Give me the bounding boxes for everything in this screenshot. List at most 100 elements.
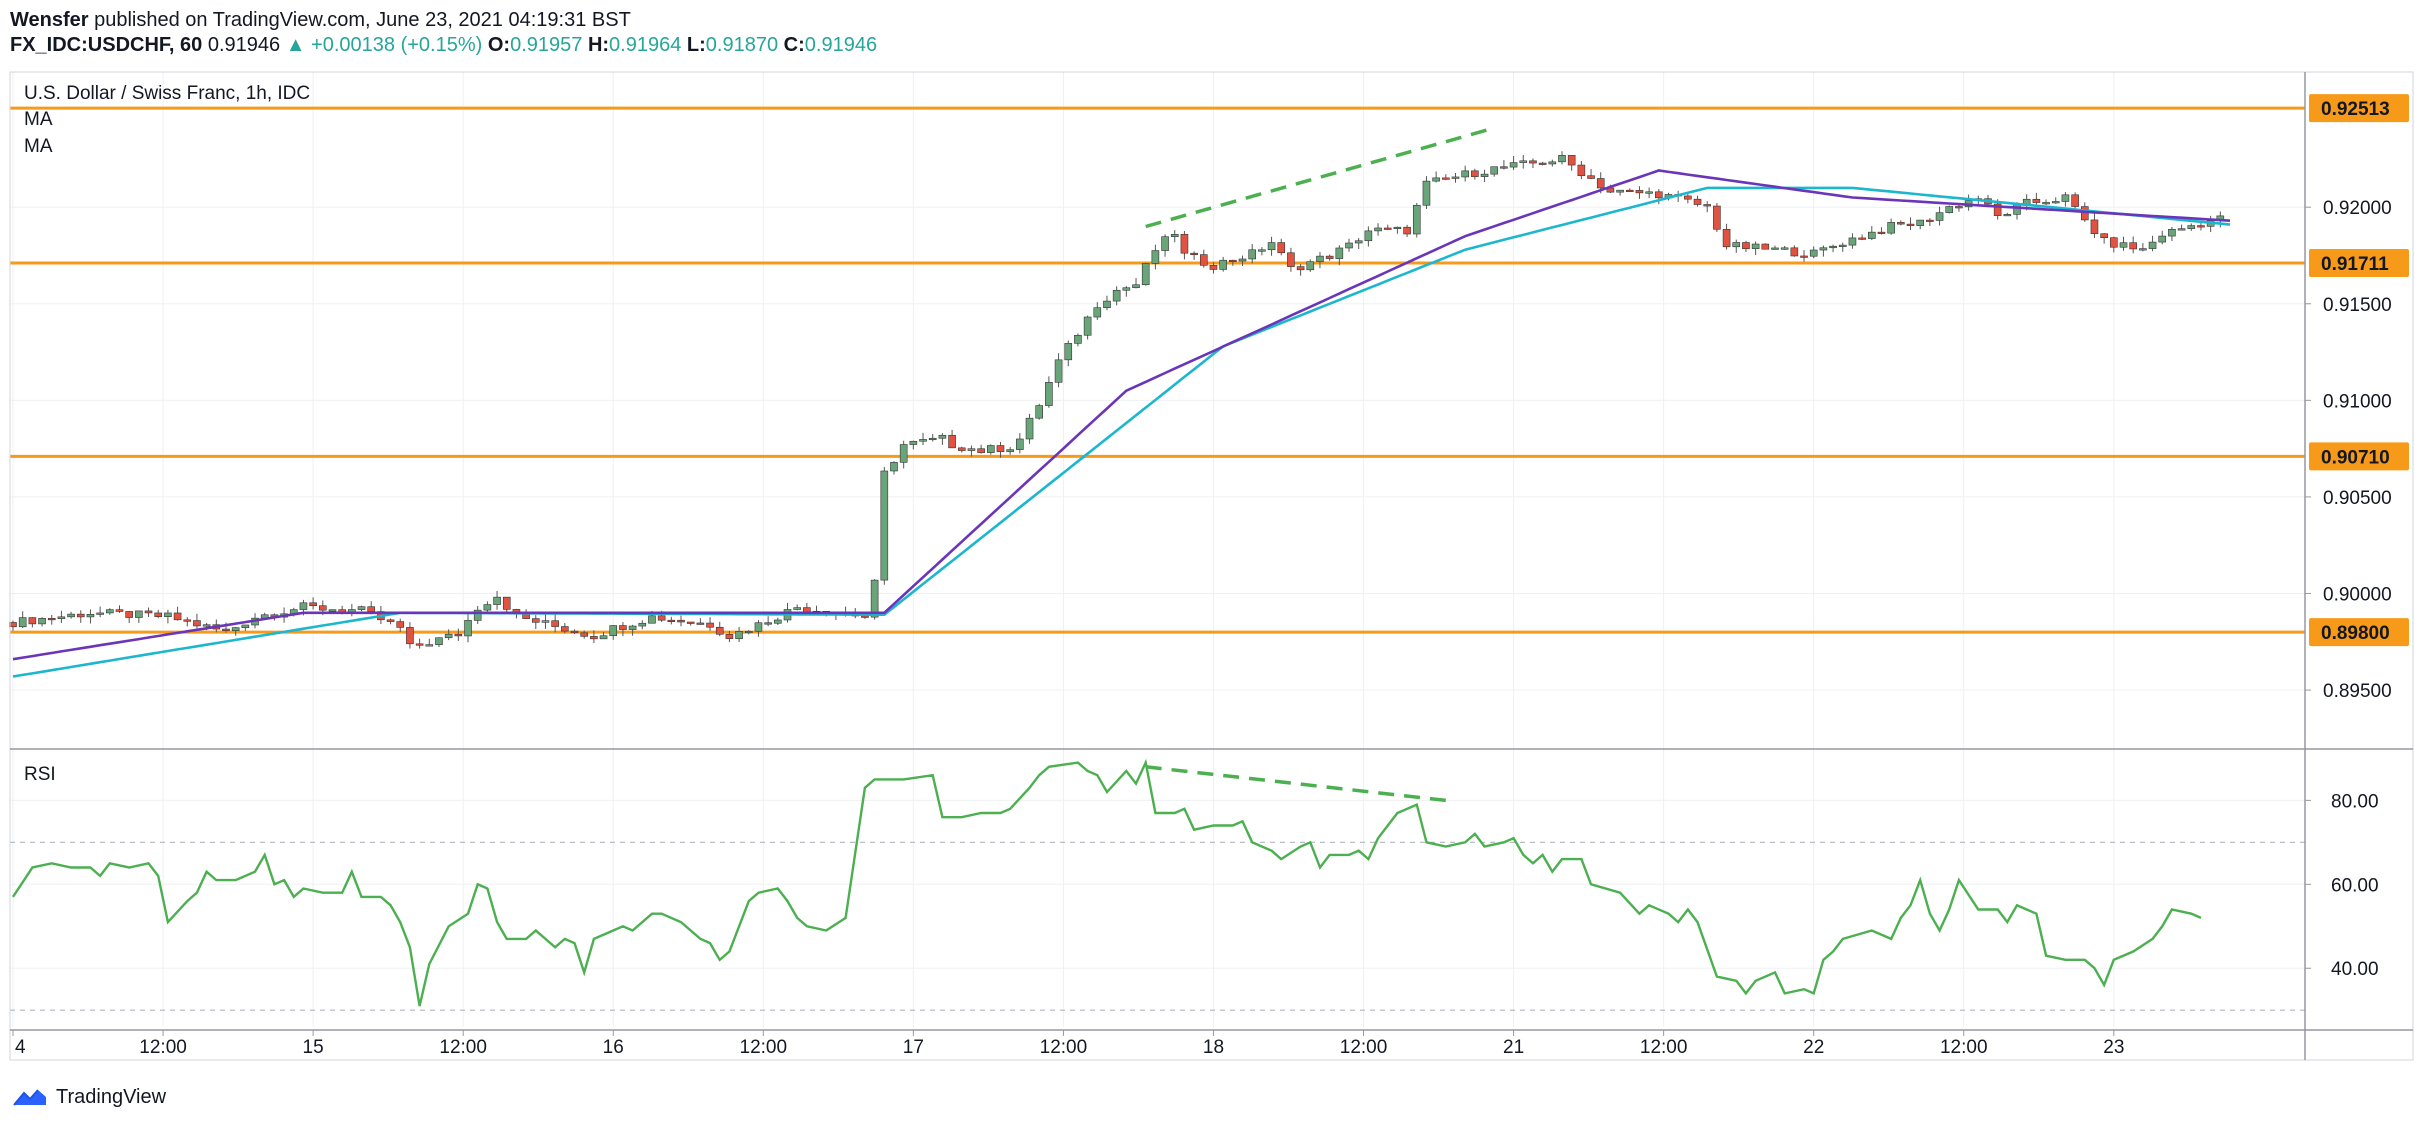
price-divergence-line[interactable] (1145, 126, 1495, 229)
candle-body (541, 620, 550, 623)
time-axis-label: 12:00 (1640, 1037, 1688, 1058)
horizontal-levels[interactable] (10, 106, 2305, 634)
candle-body (115, 609, 124, 612)
price-pane-title[interactable]: U.S. Dollar / Swiss Franc, 1h, IDC (24, 83, 311, 104)
rsi-divergence-line[interactable] (1145, 765, 1446, 803)
footer-brand[interactable]: TradingView (12, 1085, 166, 1109)
candle-body (957, 447, 966, 451)
candle-body (764, 622, 772, 625)
candle-body (1780, 247, 1789, 250)
candle-body (1993, 203, 2002, 216)
candle-body (1122, 287, 1131, 291)
candle-body (580, 632, 588, 637)
candle-body (435, 637, 443, 645)
time-axis-label: 12:00 (139, 1037, 187, 1058)
candle-body (551, 620, 559, 627)
candle-body (1809, 249, 1818, 257)
candle-body (2177, 228, 2186, 231)
candle-body (1538, 162, 1547, 165)
time-axis-label: 22 (1803, 1037, 1824, 1058)
candle-body (1354, 240, 1363, 244)
candle-body (144, 610, 153, 614)
low-label: L: (686, 34, 706, 56)
candle-body (677, 619, 685, 623)
candle-body (1916, 219, 1925, 226)
grid-lines (10, 72, 2305, 1027)
candle-body (919, 439, 927, 442)
candlestick-series (9, 151, 2225, 649)
candle-body (1412, 204, 1421, 235)
candle-body (1199, 254, 1208, 266)
tradingview-logo-icon (13, 1089, 46, 1106)
rsi-axis-label: 80.00 (2331, 791, 2379, 812)
candle-body (1383, 227, 1392, 230)
candle-body (1955, 206, 1963, 209)
candle-body (531, 618, 540, 623)
moving-averages (12, 126, 2231, 678)
ma-indicator-label-2[interactable]: MA (24, 136, 53, 157)
candle-body (1287, 252, 1295, 267)
candle-body (1054, 359, 1063, 383)
time-axis-label: 21 (1503, 1037, 1524, 1058)
footer-brand-name: TradingView (56, 1085, 167, 1108)
candle-body (967, 448, 976, 451)
candle-body (1151, 250, 1160, 264)
candle-body (899, 444, 908, 463)
change-arrow-icon: ▲ (285, 34, 306, 56)
candle-body (570, 630, 579, 634)
close-label: C: (783, 34, 805, 56)
candle-body (1258, 249, 1266, 252)
price-axis-label: 0.89500 (2323, 681, 2392, 702)
candle-body (1267, 242, 1276, 251)
candle-body (1374, 227, 1382, 232)
candle-body (609, 625, 618, 637)
author-name[interactable]: Wensfer (10, 9, 89, 31)
candle-body (890, 462, 898, 472)
candle-body (454, 633, 463, 637)
symbol-name[interactable]: FX_IDC:USDCHF, 60 (10, 34, 203, 56)
time-axis-label: 15 (303, 1037, 324, 1058)
candle-body (1074, 334, 1082, 344)
time-axis-label: 12:00 (740, 1037, 788, 1058)
symbol-info: FX_IDC:USDCHF, 60 0.91946 ▲ +0.00138 (+0… (10, 33, 877, 57)
candle-body (1732, 242, 1741, 248)
candle-body (1141, 263, 1150, 286)
candle-body (1519, 160, 1528, 163)
ma-indicator-label[interactable]: MA (24, 109, 53, 130)
candle-body (2061, 194, 2070, 202)
low-value: 0.91870 (705, 34, 779, 56)
candle-body (67, 613, 75, 618)
candle-body (1722, 228, 1731, 248)
candle-body (1248, 249, 1256, 260)
candle-body (1083, 316, 1092, 336)
price-axis-label: 0.90500 (2323, 488, 2392, 509)
candle-body (2042, 202, 2050, 205)
time-axis-label: 12:00 (1340, 1037, 1388, 1058)
candle-body (1713, 205, 1721, 230)
candle-body (1548, 161, 1557, 165)
candle-body (2158, 235, 2167, 243)
open-value: 0.91957 (510, 34, 583, 56)
price-axis-label: 0.91500 (2323, 295, 2392, 316)
candle-body (715, 626, 724, 635)
candle-body (2129, 242, 2137, 250)
candle-body (1509, 162, 1518, 168)
candle-body (2148, 241, 2157, 249)
rsi-pane-title[interactable]: RSI (24, 764, 56, 785)
time-axis-label: 23 (2103, 1037, 2124, 1058)
candle-body (1693, 198, 1702, 205)
candle-body (996, 445, 1005, 452)
candle-body (861, 615, 869, 618)
candle-body (125, 611, 133, 618)
candle-body (1945, 206, 1954, 213)
candle-body (803, 607, 811, 613)
level-price-tag (2309, 249, 2409, 278)
candle-body (135, 610, 143, 618)
candle-body (2139, 248, 2147, 251)
candle-body (599, 635, 608, 640)
candle-body (1897, 222, 1905, 225)
candle-body (1500, 166, 1508, 169)
candle-body (1771, 247, 1779, 250)
candle-body (657, 615, 666, 621)
